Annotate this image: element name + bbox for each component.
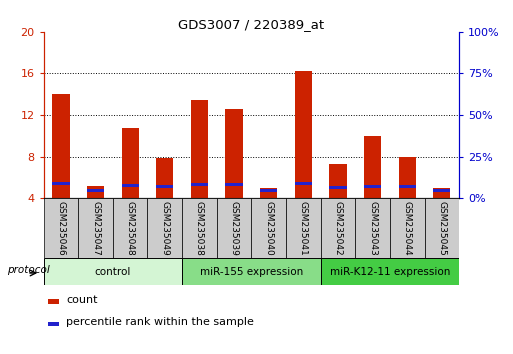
Bar [44,258,182,285]
Bar [260,188,278,198]
Text: miR-K12-11 expression: miR-K12-11 expression [330,267,450,277]
Text: percentile rank within the sample: percentile rank within the sample [67,317,254,327]
Bar [48,299,60,304]
Bar [122,127,139,198]
Text: control: control [95,267,131,277]
Bar [286,198,321,258]
Text: GSM235045: GSM235045 [437,201,446,256]
Bar [399,185,416,188]
Bar [87,186,104,198]
Bar [225,183,243,187]
Bar [294,72,312,198]
Title: GDS3007 / 220389_at: GDS3007 / 220389_at [179,18,324,31]
Text: GSM235041: GSM235041 [299,201,308,256]
Bar [122,184,139,187]
Bar [321,258,459,285]
Bar [191,183,208,186]
Bar [182,258,321,285]
Text: GSM235040: GSM235040 [264,201,273,256]
Bar [251,198,286,258]
Text: GSM235043: GSM235043 [368,201,377,256]
Bar [52,94,70,198]
Bar [433,189,450,192]
Bar [399,156,416,198]
Bar [433,188,450,198]
Bar [260,189,278,192]
Bar [48,321,60,326]
Text: GSM235046: GSM235046 [56,201,66,256]
Bar [156,185,173,188]
Bar [156,158,173,198]
Text: miR-155 expression: miR-155 expression [200,267,303,277]
Text: GSM235048: GSM235048 [126,201,135,256]
Bar [225,109,243,198]
Bar [113,198,148,258]
Text: GSM235038: GSM235038 [195,201,204,256]
Bar [390,198,424,258]
Bar [52,182,70,185]
Bar [78,198,113,258]
Text: GSM235049: GSM235049 [160,201,169,256]
Text: GSM235042: GSM235042 [333,201,343,256]
Bar [44,198,78,258]
Text: count: count [67,295,98,305]
Bar [424,198,459,258]
Bar [294,182,312,185]
Text: protocol: protocol [7,266,49,275]
Bar [364,185,381,188]
Bar [216,198,251,258]
Bar [182,198,216,258]
Bar [321,198,355,258]
Text: GSM235039: GSM235039 [229,201,239,256]
Text: GSM235044: GSM235044 [403,201,412,256]
Bar [364,136,381,198]
Text: GSM235047: GSM235047 [91,201,100,256]
Bar [87,189,104,192]
Bar [329,164,347,198]
Bar [329,186,347,189]
Bar [355,198,390,258]
Bar [148,198,182,258]
Bar [191,101,208,198]
